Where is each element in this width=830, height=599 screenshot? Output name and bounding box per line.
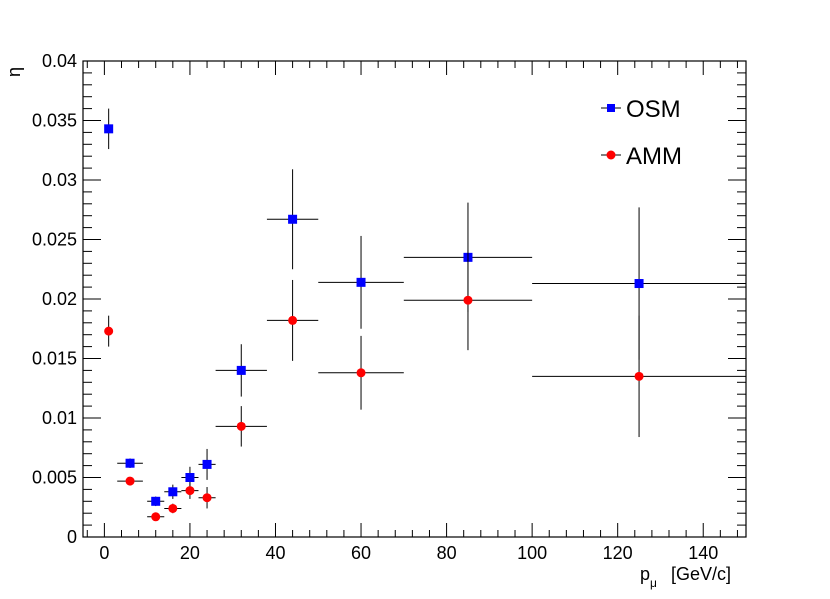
y-tick-label: 0.035 — [32, 111, 77, 131]
x-tick-label: 0 — [99, 543, 109, 563]
x-axis-label: pμ [GeV/c] — [640, 564, 731, 590]
amm-point — [463, 295, 473, 305]
osm-point — [168, 487, 178, 497]
osm-point — [104, 124, 114, 134]
amm-point — [356, 368, 366, 378]
amm-point — [125, 476, 135, 486]
osm-point — [236, 365, 246, 375]
legend-amm-label: AMM — [626, 143, 682, 170]
osm-point — [125, 458, 135, 468]
y-tick-label: 0.005 — [32, 468, 77, 488]
legend-entry-osm: OSM — [601, 96, 681, 123]
x-axis-label-main: p — [640, 564, 650, 584]
y-tick-label: 0.04 — [42, 51, 77, 71]
labels-layer: η pμ [GeV/c] 0 20 40 60 80 100 120 140 0 0.005 0.01… — [4, 51, 731, 590]
legend-amm-marker — [606, 150, 616, 160]
osm-point — [288, 214, 298, 224]
x-tick-label: 60 — [351, 543, 371, 563]
y-tick-label: 0.02 — [42, 289, 77, 309]
x-tick-label: 120 — [603, 543, 633, 563]
amm-point — [634, 371, 644, 381]
amm-point — [236, 421, 246, 431]
series-amm — [104, 250, 746, 522]
y-tick-label: 0.025 — [32, 230, 77, 250]
amm-point — [202, 493, 212, 503]
y-tick-label: 0.01 — [42, 408, 77, 428]
x-axis-label-subscript: μ — [650, 576, 657, 590]
legend-osm-marker — [607, 104, 615, 112]
y-tick-label: 0.015 — [32, 349, 77, 369]
x-tick-label: 140 — [688, 543, 718, 563]
amm-point — [151, 512, 161, 522]
osm-point — [202, 459, 212, 469]
x-tick-label: 80 — [437, 543, 457, 563]
amm-point — [104, 326, 114, 336]
amm-point — [288, 315, 298, 325]
x-tick-label: 20 — [180, 543, 200, 563]
osm-point — [151, 496, 161, 506]
x-axis-label-unit: [GeV/c] — [671, 564, 731, 584]
plot-frame — [82, 60, 747, 538]
ticks-layer — [83, 60, 746, 538]
y-tick-label: 0.03 — [42, 170, 77, 190]
data-layer — [104, 108, 746, 522]
amm-point — [185, 486, 195, 496]
osm-point — [356, 277, 366, 287]
x-tick-label: 40 — [265, 543, 285, 563]
osm-point — [634, 279, 644, 289]
legend-osm-label: OSM — [626, 96, 681, 123]
osm-point — [185, 473, 195, 482]
x-tick-label: 100 — [517, 543, 547, 563]
legend-entry-amm: AMM — [601, 143, 682, 170]
amm-point — [168, 503, 178, 513]
y-axis-label: η — [4, 67, 24, 77]
y-tick-label: 0 — [67, 527, 77, 547]
legend: OSM AMM — [601, 96, 682, 170]
